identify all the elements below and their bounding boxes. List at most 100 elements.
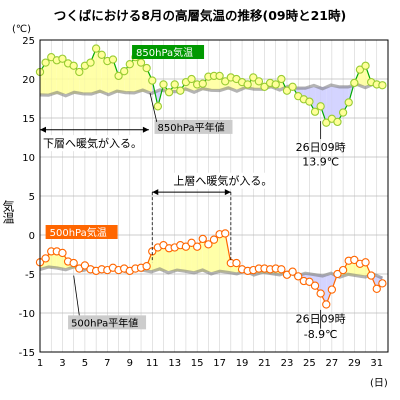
y-tick-label: 15 [22, 114, 35, 125]
x-tick-label: 15 [191, 358, 204, 369]
data-point-1 [277, 265, 286, 274]
data-point-1 [193, 242, 202, 251]
data-point-0 [355, 65, 365, 74]
min850-date: 26日09時 [296, 141, 346, 154]
data-point-0 [271, 80, 280, 89]
data-point-1 [322, 300, 331, 309]
x-tick-label: 19 [236, 358, 249, 369]
x-tick-label: 9 [127, 358, 133, 369]
anomaly-segment [107, 59, 113, 93]
series-label-500: 500hPa気温 [50, 226, 107, 239]
data-point-1 [187, 238, 196, 247]
data-point-0 [41, 58, 50, 67]
data-point-1 [372, 284, 381, 293]
data-point-1 [305, 277, 314, 286]
data-point-0 [288, 82, 297, 91]
x-tick-label: 13 [168, 358, 181, 369]
normal-label-500-leader [73, 275, 80, 316]
min500-value: -8.9℃ [304, 328, 338, 341]
data-point-1 [80, 261, 90, 270]
min500-date: 26日09時 [296, 312, 346, 325]
series-label-500-box [45, 225, 118, 239]
data-point-0 [75, 67, 84, 77]
data-point-0 [69, 61, 78, 70]
normal-label-850-box [154, 119, 233, 134]
y-tick-label: -15 [19, 348, 35, 359]
lower-warm-box [41, 135, 141, 152]
y-axis-label: 気温 [1, 199, 15, 224]
data-point-0 [333, 117, 342, 127]
anomaly-segment [51, 57, 57, 95]
anomaly-segment [68, 63, 74, 94]
x-tick-label: 17 [213, 358, 226, 369]
anomaly-segment [180, 245, 186, 272]
data-point-0 [305, 97, 314, 106]
data-point-0 [125, 60, 134, 69]
upper-warm-label: 上層へ暖気が入る。 [173, 174, 272, 188]
x-tick-label: 31 [370, 358, 383, 369]
data-point-0 [170, 80, 179, 89]
x-tick-label: 23 [281, 358, 294, 369]
data-point-1 [232, 258, 241, 268]
y-tick-label: -5 [25, 270, 35, 281]
y-tick-label: 20 [22, 75, 35, 86]
anomaly-segment [157, 84, 164, 107]
data-point-1 [316, 289, 325, 298]
data-point-1 [310, 281, 320, 290]
data-point-0 [97, 50, 106, 59]
data-point-1 [181, 242, 191, 251]
series-label-850-box [132, 45, 205, 59]
lower-warm-label: 下層へ暖気が入る。 [43, 136, 142, 150]
y-tick-label: 10 [22, 153, 35, 164]
data-point-0 [164, 88, 174, 97]
data-point-0 [344, 98, 353, 107]
normal-label-850: 850hPa平年値 [158, 121, 225, 134]
y-tick-label: 5 [29, 192, 35, 203]
x-tick-label: 29 [348, 358, 361, 369]
upper-warm-box [171, 172, 274, 189]
data-point-0 [153, 102, 163, 111]
anomaly-segment [219, 233, 226, 273]
data-point-1 [204, 240, 213, 249]
normal-label-500-box [68, 315, 147, 330]
x-tick-label: 5 [82, 358, 88, 369]
data-point-0 [350, 78, 359, 88]
anomaly-segment [169, 247, 175, 272]
data-point-1 [294, 272, 303, 281]
x-tick-label: 3 [59, 358, 65, 369]
data-point-1 [198, 234, 207, 244]
data-point-0 [91, 44, 101, 53]
data-point-1 [69, 258, 78, 268]
data-point-0 [282, 86, 292, 95]
y-tick-label: 25 [22, 36, 35, 47]
x-tick-label: 1 [37, 358, 43, 369]
data-point-1 [378, 279, 387, 288]
data-point-0 [316, 102, 325, 111]
x-unit-label: (日) [370, 378, 388, 389]
data-point-1 [367, 271, 376, 280]
normal-label-500: 500hPa平年値 [71, 316, 138, 329]
data-point-0 [322, 118, 331, 127]
anomaly-segment [320, 274, 327, 305]
data-point-1 [333, 269, 342, 279]
data-point-0 [120, 67, 129, 76]
data-point-0 [136, 58, 146, 67]
data-point-0 [148, 76, 157, 85]
x-tick-label: 21 [258, 358, 271, 369]
series-label-850: 850hPa気温 [136, 46, 193, 59]
normal-label-850-leader [149, 92, 158, 122]
data-point-0 [142, 63, 151, 73]
data-point-0 [215, 71, 224, 81]
anomaly-segment [326, 86, 332, 123]
y-tick-label: -10 [19, 309, 35, 320]
min850-value: 13.9℃ [302, 156, 339, 169]
anomaly-segment [51, 251, 57, 269]
anomaly-segment [174, 245, 181, 272]
x-tick-label: 25 [303, 358, 316, 369]
data-point-0 [249, 73, 258, 82]
data-point-0 [176, 86, 185, 95]
data-point-0 [187, 74, 196, 84]
anomaly-segment [152, 80, 158, 107]
normal-band-0 [39, 82, 383, 98]
